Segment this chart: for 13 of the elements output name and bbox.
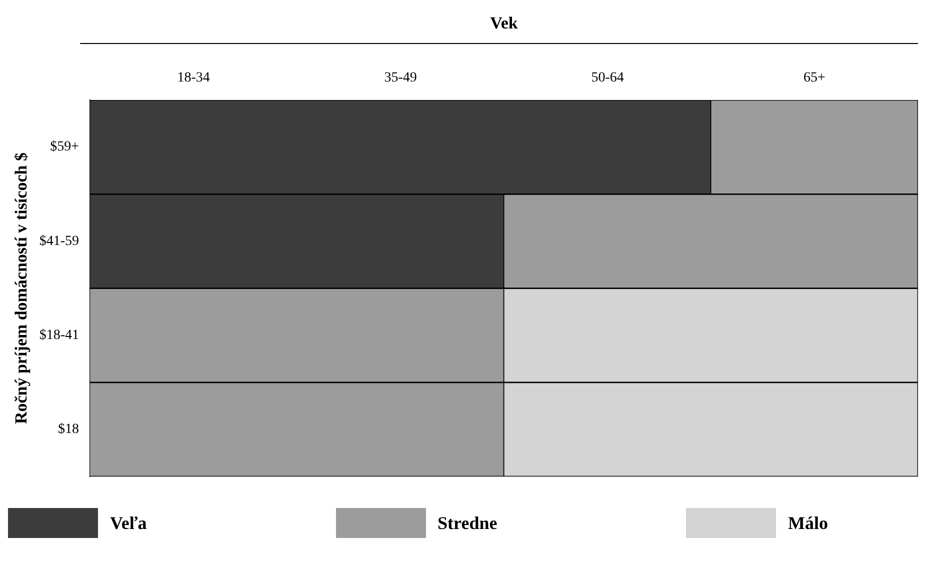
y-axis-title: Ročný príjem domácností v tisícoch $	[12, 152, 31, 424]
text: 50-64	[591, 70, 624, 86]
text: 65+	[804, 70, 826, 86]
x-axis-title: Vek	[490, 13, 518, 32]
y-tick-label: $18	[58, 422, 80, 438]
legend-label: Málo	[788, 512, 828, 534]
y-tick-label: $18-41	[39, 328, 80, 344]
legend-label: Veľa	[110, 512, 147, 534]
text: 35-49	[384, 70, 417, 86]
y-tick-label: $59+	[50, 140, 80, 155]
y-tick-label: $41-59	[39, 234, 80, 249]
legend-label: Stredne	[438, 512, 498, 534]
text: 18-34	[177, 70, 210, 86]
